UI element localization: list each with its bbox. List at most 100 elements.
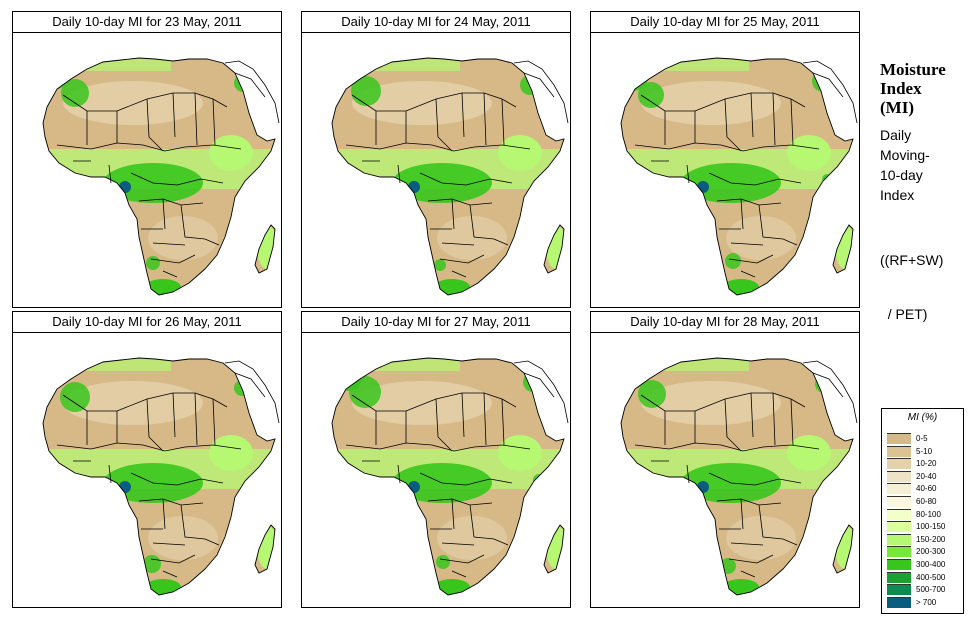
panel-title: Daily 10-day MI for 27 May, 2011 — [301, 311, 571, 333]
wet-area — [434, 259, 446, 271]
legend-swatch — [887, 433, 911, 444]
dry-patch — [352, 81, 492, 125]
country-border — [430, 228, 485, 278]
legend-title: MI (%) — [907, 412, 938, 423]
map-panel: Daily 10-day MI for 25 May, 2011 — [590, 11, 860, 308]
country-border — [375, 392, 505, 452]
country-border — [351, 392, 517, 412]
legend-swatch — [887, 496, 911, 507]
panel-title: Daily 10-day MI for 25 May, 2011 — [590, 11, 860, 33]
madagascar-outline — [254, 524, 276, 574]
east-africa-green — [498, 135, 542, 171]
east-africa-green — [787, 435, 831, 471]
legend-label: 150-200 — [916, 534, 946, 544]
legend-label: 300-400 — [916, 560, 946, 569]
country-border — [716, 198, 798, 246]
madagascar-outline — [832, 524, 854, 574]
africa-map — [301, 32, 571, 308]
wet-area — [146, 256, 160, 270]
country-border — [716, 498, 798, 546]
africa-map — [590, 332, 860, 608]
wet-area — [60, 382, 90, 412]
map-panel: Daily 10-day MI for 23 May, 2011 — [12, 11, 282, 308]
africa-outline — [331, 357, 565, 596]
country-border — [651, 160, 802, 186]
map-svg — [302, 333, 570, 607]
dry-patch — [437, 516, 507, 560]
legend-label: 60-80 — [916, 497, 937, 506]
east-africa-green — [209, 135, 253, 171]
description-line: 10-day — [880, 167, 923, 183]
country-border — [56, 142, 242, 152]
country-border — [351, 92, 517, 112]
legend-swatch — [887, 508, 911, 520]
country-border — [141, 228, 196, 278]
east-africa-green — [787, 135, 831, 171]
country-border — [362, 460, 513, 486]
country-border — [427, 498, 509, 546]
country-border — [664, 92, 794, 152]
east-africa-green — [498, 435, 542, 471]
africa-map — [12, 332, 282, 608]
dry-patch — [63, 81, 203, 125]
country-border — [651, 460, 802, 486]
country-border — [634, 442, 820, 452]
wet-area — [725, 253, 741, 269]
country-border — [141, 528, 196, 578]
country-border — [56, 442, 242, 452]
madagascar-outline — [254, 224, 276, 274]
country-border — [640, 392, 806, 412]
map-svg — [13, 333, 281, 607]
country-border — [664, 392, 794, 452]
country-border — [86, 392, 216, 452]
country-border — [62, 392, 228, 412]
madagascar-outline — [543, 224, 565, 274]
country-border — [430, 528, 485, 578]
wet-area — [638, 380, 666, 408]
legend-swatch — [887, 470, 911, 482]
color-legend: MI (%) 0-5 5-10 10-20 20-40 40-60 60-80 80-100… — [881, 408, 964, 614]
dry-patch — [641, 381, 781, 425]
africa-map — [12, 32, 282, 308]
legend-swatch — [887, 458, 911, 470]
legend-swatch — [887, 571, 911, 583]
legend-label: > 700 — [916, 597, 937, 607]
legend-label: 80-100 — [916, 509, 941, 519]
arabia-outline — [513, 360, 569, 424]
wet-area — [436, 555, 450, 569]
arabia-outline — [224, 60, 280, 124]
heading-line: Moisture — [880, 60, 946, 79]
map-panel: Daily 10-day MI for 28 May, 2011 — [590, 311, 860, 608]
legend-label: 10-20 — [916, 459, 937, 469]
wet-area — [638, 82, 664, 108]
wet-area — [349, 376, 381, 408]
dry-patch — [148, 216, 218, 260]
panel-title: Daily 10-day MI for 23 May, 2011 — [12, 11, 282, 33]
africa-map — [590, 32, 860, 308]
panel-title: Daily 10-day MI for 28 May, 2011 — [590, 311, 860, 333]
legend-swatch — [887, 533, 911, 545]
panel-title: Daily 10-day MI for 26 May, 2011 — [12, 311, 282, 333]
dry-patch — [726, 516, 796, 560]
heading-line: Index — [880, 79, 922, 98]
legend-label: 40-60 — [916, 484, 937, 494]
moisture-index-heading: Moisture Index (MI) — [880, 60, 972, 117]
africa-outline — [620, 357, 854, 596]
country-border — [345, 142, 531, 152]
dry-patch — [641, 81, 781, 125]
legend-swatch — [887, 559, 911, 570]
africa-outline — [42, 357, 276, 596]
formula-line: ((RF+SW) — [880, 252, 944, 268]
country-border — [375, 92, 505, 152]
map-panel: Daily 10-day MI for 27 May, 2011 — [301, 311, 571, 608]
formula-line: / PET) — [880, 306, 928, 322]
arabia-outline — [802, 60, 858, 124]
legend-swatch — [887, 546, 911, 558]
dry-patch — [63, 381, 203, 425]
legend-label: 5-10 — [916, 446, 933, 456]
panel-title: Daily 10-day MI for 24 May, 2011 — [301, 11, 571, 33]
africa-outline — [42, 57, 276, 296]
legend-label: 200-300 — [916, 547, 946, 557]
map-panel: Daily 10-day MI for 24 May, 2011 — [301, 11, 571, 308]
country-border — [138, 198, 220, 246]
